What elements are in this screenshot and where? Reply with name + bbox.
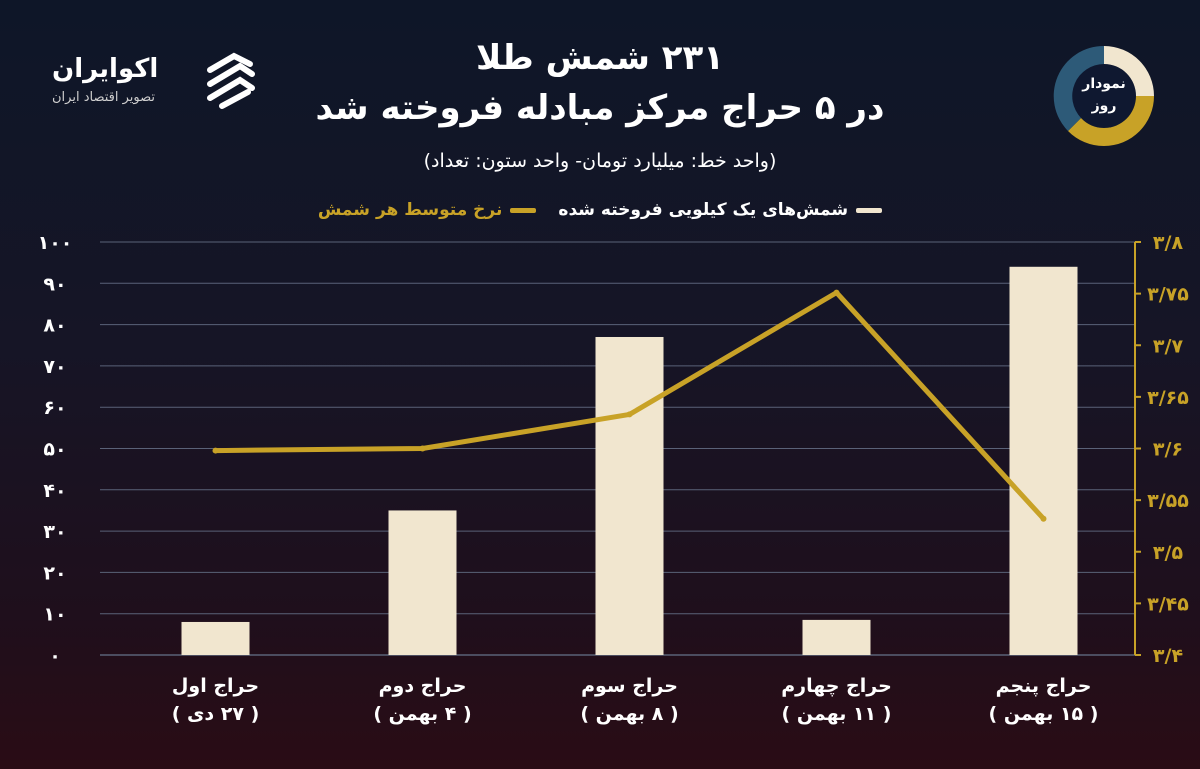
category-label: ( ۱۵ بهمن ) [989, 703, 1099, 725]
right-axis-tick: ۳/۵ [1153, 542, 1184, 564]
left-axis-tick: ۸۰ [43, 315, 66, 337]
chart-of-the-day-badge: نمودار روز [1048, 40, 1160, 152]
left-axis-tick: ۴۰ [43, 480, 66, 502]
left-axis-tick: ۳۰ [43, 521, 66, 543]
badge-ring-icon [1053, 45, 1154, 147]
category-label: حراج پنجم [996, 675, 1092, 697]
chart-subtitle: (واحد خط: میلیارد تومان- واحد ستون: تعدا… [423, 150, 777, 172]
chart-legend: شمش‌های یک کیلویی فروخته شده نرخ متوسط ه… [0, 200, 1200, 220]
left-axis-tick: ۱۰۰ [38, 232, 73, 254]
right-axis-tick: ۳/۵۵ [1147, 490, 1189, 512]
left-axis-tick: ۱۰ [43, 604, 66, 626]
left-axis-tick: ۶۰ [43, 397, 66, 419]
logo: اکوایران تصویر اقتصاد ایران [52, 48, 262, 118]
left-axis-tick: ۰ [49, 645, 61, 667]
category-label: ( ۱۱ بهمن ) [782, 703, 892, 725]
badge-line-2: روز [1091, 98, 1117, 114]
bar [1009, 266, 1078, 655]
right-axis-tick: ۳/۷۵ [1147, 284, 1189, 306]
right-axis-tick: ۳/۸ [1153, 232, 1184, 254]
chart-title-line-1: ۲۳۱ شمش طلا [475, 38, 725, 78]
bar [388, 510, 457, 655]
logo-name: اکوایران [52, 54, 159, 84]
left-axis-tick: ۲۰ [43, 562, 66, 584]
legend-label-line: نرخ متوسط هر شمش [317, 200, 503, 220]
category-label: حراج چهارم [781, 675, 892, 697]
legend-swatch-line [510, 207, 537, 213]
legend-swatch-bars [856, 207, 883, 213]
category-label: حراج اول [172, 675, 259, 697]
line-point [212, 447, 219, 454]
right-axis-tick: ۳/۶ [1153, 439, 1183, 461]
bar [802, 619, 871, 655]
legend-item-bars: شمش‌های یک کیلویی فروخته شده [558, 200, 883, 220]
category-label: حراج سوم [581, 675, 678, 697]
chart-title-line-2: در ۵ حراج مرکز مبادله فروخته شد [315, 88, 885, 128]
category-label: ( ۲۷ دی ) [172, 703, 260, 725]
legend-item-line: نرخ متوسط هر شمش [318, 200, 537, 220]
bar [595, 336, 664, 655]
line-point [1040, 515, 1047, 522]
bar [181, 621, 250, 655]
line-point [626, 411, 633, 418]
left-axis-tick: ۹۰ [43, 273, 66, 295]
right-axis-tick: ۳/۴ [1153, 645, 1183, 667]
right-axis-tick: ۳/۴۵ [1147, 593, 1189, 615]
legend-label-bars: شمش‌های یک کیلویی فروخته شده [558, 200, 849, 220]
logo-mark-icon [207, 52, 255, 109]
right-axis-tick: ۳/۶۵ [1147, 387, 1189, 409]
category-label: حراج دوم [379, 675, 467, 697]
left-axis-tick: ۷۰ [43, 356, 66, 378]
badge-line-1: نمودار [1082, 76, 1126, 92]
line-point [419, 445, 426, 452]
category-label: ( ۴ بهمن ) [373, 703, 471, 725]
category-label: ( ۸ بهمن ) [580, 703, 678, 725]
right-axis-tick: ۳/۷ [1153, 335, 1184, 357]
left-axis-tick: ۵۰ [43, 439, 66, 461]
line-point [833, 289, 840, 296]
logo-tagline: تصویر اقتصاد ایران [52, 90, 155, 105]
